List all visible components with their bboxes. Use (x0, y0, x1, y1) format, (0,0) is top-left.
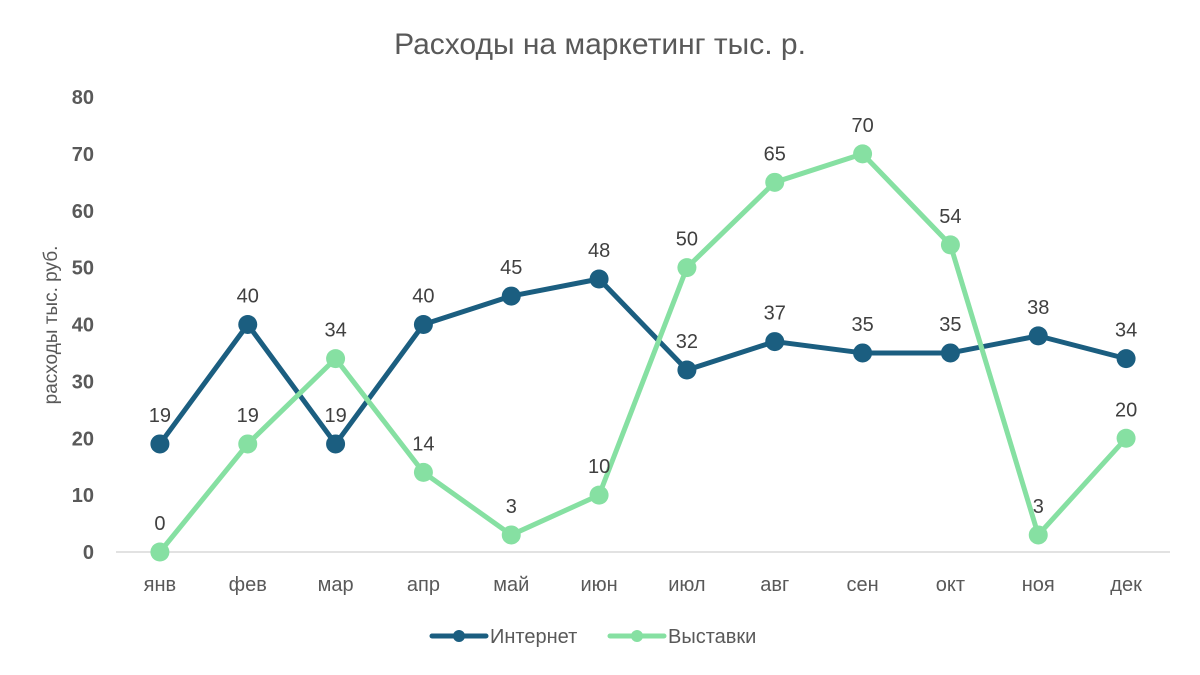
data-label: 48 (588, 240, 610, 262)
data-label: 0 (154, 513, 165, 535)
series-line-2 (157, 151, 1129, 555)
x-tick-label: май (493, 574, 529, 596)
data-point (1116, 428, 1136, 448)
legend-label: Интернет (490, 626, 577, 648)
x-tick-label: сен (846, 574, 878, 596)
data-point (501, 286, 521, 306)
y-tick-label: 70 (72, 144, 94, 166)
data-label: 65 (764, 143, 786, 165)
data-label: 32 (676, 331, 698, 353)
y-axis-ticks: 0 10 20 30 40 50 60 70 80 (72, 87, 94, 564)
data-label: 70 (851, 115, 873, 137)
x-tick-label: мар (318, 574, 354, 596)
x-tick-label: окт (936, 574, 965, 596)
data-label: 45 (500, 257, 522, 279)
data-label: 19 (324, 405, 346, 427)
legend-marker (631, 630, 643, 642)
x-tick-label: ноя (1022, 574, 1055, 596)
data-label: 19 (149, 405, 171, 427)
y-tick-label: 30 (72, 371, 94, 393)
data-label: 10 (588, 456, 610, 478)
x-tick-label: фев (229, 574, 267, 596)
legend-marker (453, 630, 465, 642)
data-label: 14 (412, 433, 434, 455)
data-label: 40 (412, 286, 434, 308)
legend-label: Выставки (668, 626, 756, 648)
data-point (589, 269, 609, 289)
data-point (150, 434, 170, 454)
chart-title: Расходы на маркетинг тыс. р. (394, 28, 806, 61)
data-point (853, 144, 873, 164)
data-label: 3 (506, 496, 517, 518)
data-point (765, 332, 785, 352)
data-point (501, 525, 521, 545)
data-label: 20 (1115, 399, 1137, 421)
x-axis-ticks: янв фев мар апр май июн июл авг сен окт ноя дек (144, 574, 1142, 596)
y-tick-label: 0 (83, 542, 94, 564)
y-axis-label: расходы тыс. руб. (41, 246, 62, 405)
x-tick-label: дек (1110, 574, 1142, 596)
data-label: 35 (939, 314, 961, 336)
data-point (1028, 525, 1048, 545)
data-point (940, 343, 960, 363)
data-label: 38 (1027, 297, 1049, 319)
data-label: 3 (1033, 496, 1044, 518)
data-point (238, 315, 258, 334)
data-point (677, 258, 697, 278)
x-tick-label: янв (144, 574, 177, 596)
y-tick-label: 20 (72, 428, 94, 450)
data-point (589, 485, 609, 505)
data-point (940, 235, 960, 255)
data-point (1116, 349, 1136, 369)
x-tick-label: июл (668, 574, 705, 596)
data-label: 34 (1115, 320, 1137, 342)
data-point (413, 462, 433, 482)
data-point (238, 434, 258, 454)
data-point (326, 434, 346, 454)
data-label: 54 (939, 206, 961, 228)
x-tick-label: июн (580, 574, 617, 596)
data-point (853, 343, 873, 363)
x-tick-label: апр (407, 574, 440, 596)
data-label: 35 (851, 314, 873, 336)
data-label: 40 (237, 286, 259, 308)
y-tick-label: 40 (72, 315, 94, 337)
data-label: 34 (324, 320, 346, 342)
data-label: 37 (764, 303, 786, 325)
data-label: 50 (676, 229, 698, 251)
data-point (677, 360, 697, 380)
y-tick-label: 80 (72, 87, 94, 109)
series-line-1 (157, 276, 1129, 447)
data-point (1028, 326, 1048, 346)
y-tick-label: 60 (72, 201, 94, 223)
series-group (150, 144, 1136, 562)
y-tick-label: 10 (72, 485, 94, 507)
data-label: 19 (237, 405, 259, 427)
legend: Интернет Выставки (429, 626, 756, 648)
y-tick-label: 50 (72, 258, 94, 280)
data-labels: 19 40 19 40 45 48 32 37 35 35 38 34 0 19 34 14 3 10 50 65 70… (149, 115, 1137, 535)
x-tick-label: авг (760, 574, 789, 596)
data-point (413, 315, 433, 334)
data-point (765, 172, 785, 192)
data-point (326, 349, 346, 369)
data-point (150, 542, 170, 562)
